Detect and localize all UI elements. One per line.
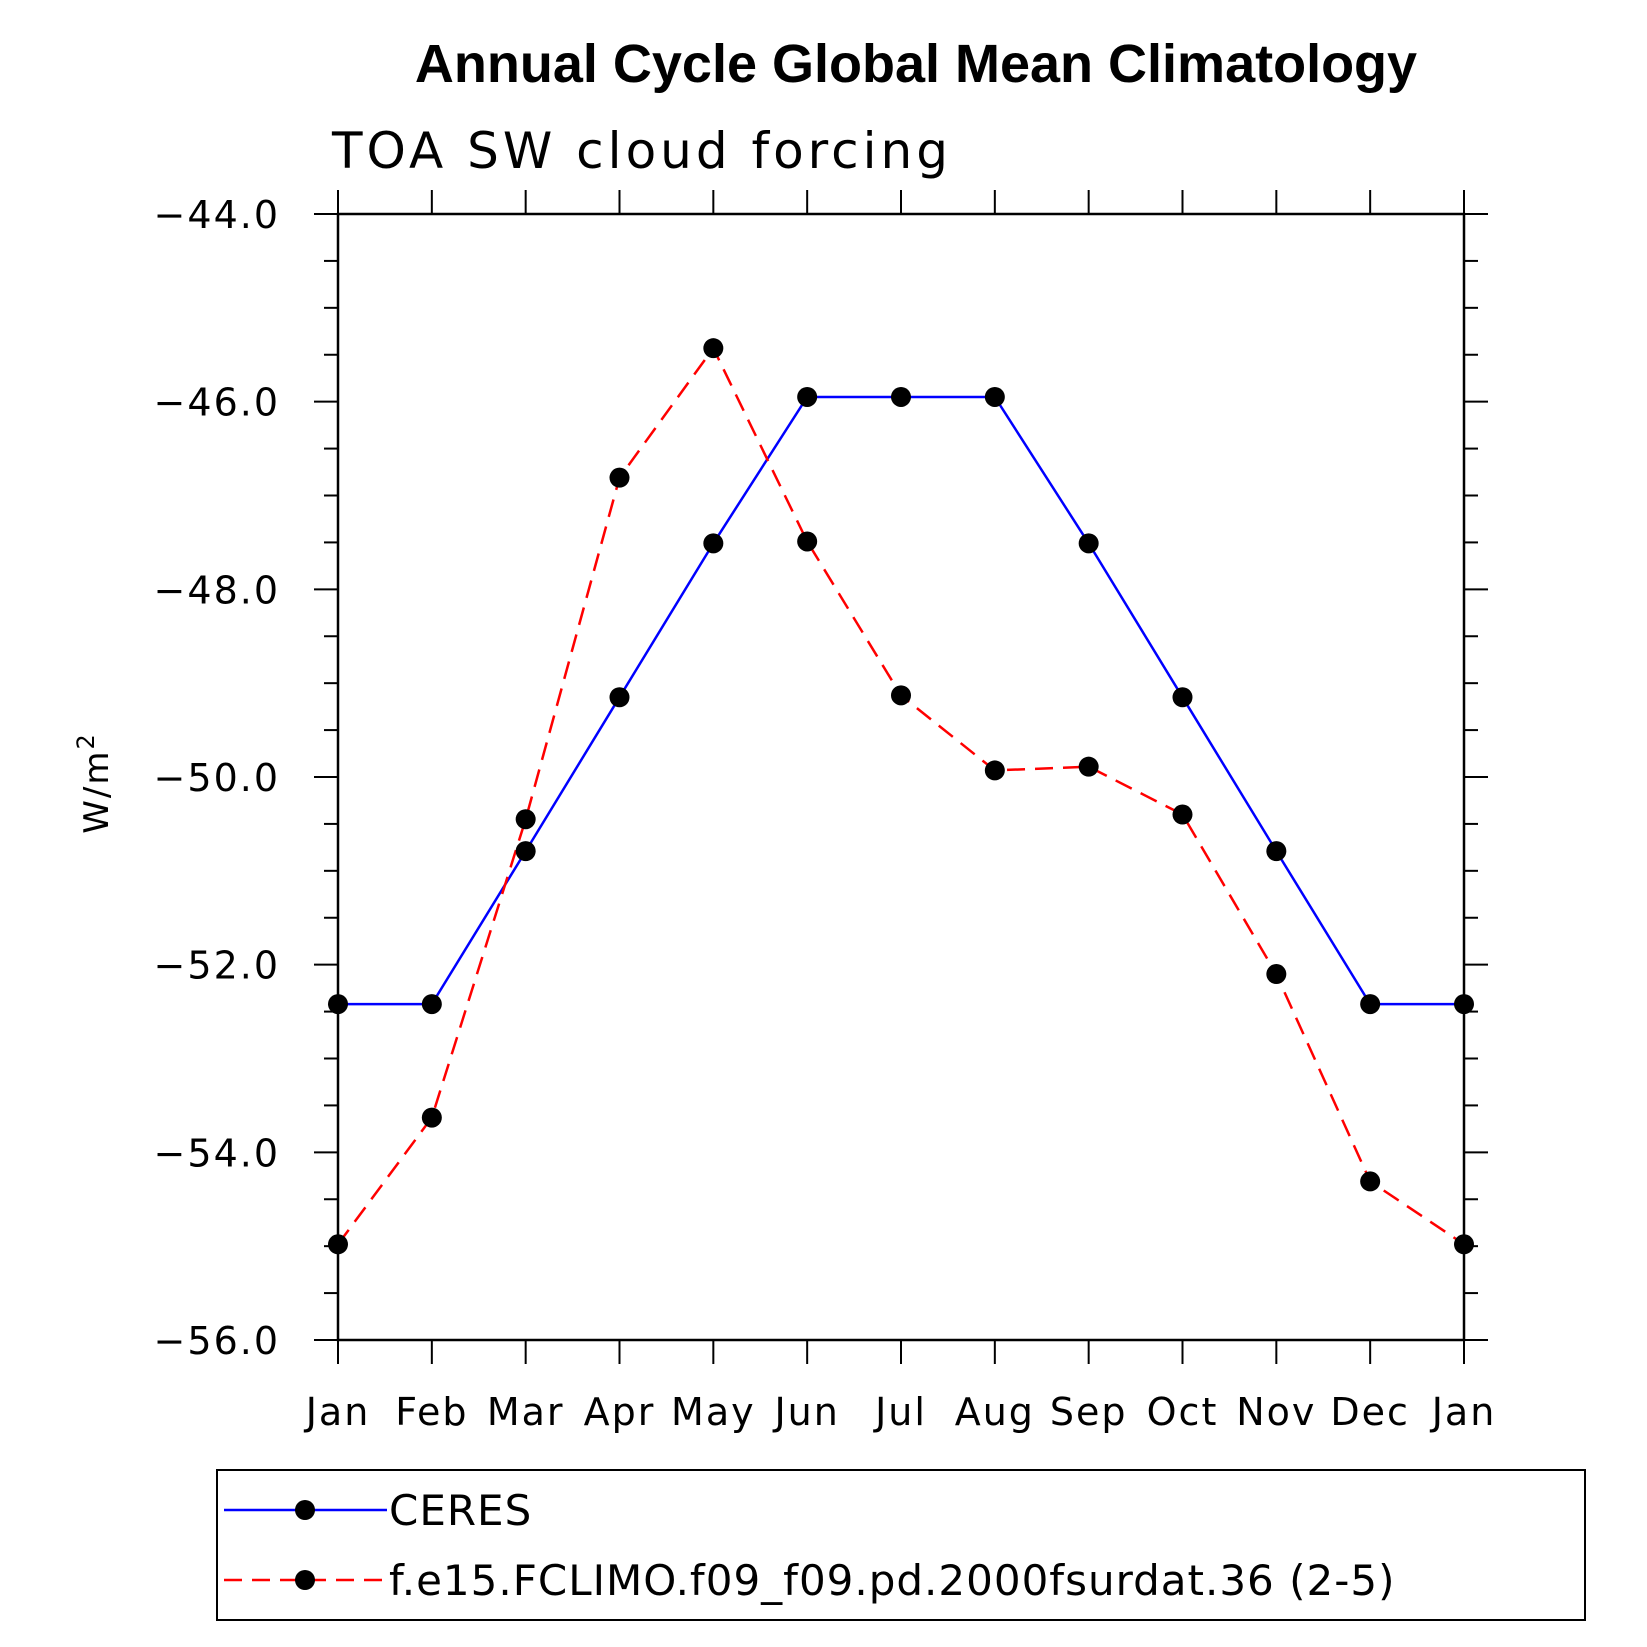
data-point-model (797, 531, 818, 552)
data-point-model (1266, 964, 1287, 985)
x-tick-label: Mar (487, 1390, 565, 1434)
data-point-ceres (1172, 687, 1193, 708)
data-point-model (984, 760, 1005, 781)
x-tick-label: Nov (1236, 1390, 1316, 1434)
legend-marker-ceres (295, 1500, 315, 1520)
y-axis-label-superscript: 2 (72, 732, 100, 749)
legend: CERES f.e15.FCLIMO.f09_f09.pd.2000fsurda… (216, 1469, 1586, 1621)
chart-title: Annual Cycle Global Mean Climatology (415, 34, 1417, 94)
x-tick-labels: Jan Feb Mar Apr May Jun Jul Aug Sep Oct Nov Dec Jan (304, 1390, 1497, 1434)
x-tick-label: Sep (1050, 1390, 1128, 1434)
data-point-ceres (1266, 841, 1287, 862)
x-tick-label: Aug (955, 1390, 1035, 1434)
y-tick-label: −50.0 (154, 756, 280, 800)
data-point-model (891, 685, 911, 706)
x-tick-label: Apr (584, 1390, 656, 1434)
data-point-ceres (1454, 994, 1474, 1015)
y-tick-label: −54.0 (154, 1131, 280, 1175)
data-point-ceres (1078, 533, 1099, 554)
series-layer (328, 338, 1474, 1255)
x-tick-label: Jan (304, 1390, 371, 1434)
x-tick-label: May (671, 1390, 756, 1434)
x-tick-label: Oct (1147, 1390, 1219, 1434)
y-axis-label: W/m2 (72, 732, 117, 833)
x-tick-label: Jun (772, 1390, 839, 1434)
x-tick-label: Jul (873, 1390, 927, 1434)
data-point-model (515, 809, 536, 830)
plot-axes (314, 190, 1488, 1364)
legend-box (216, 1469, 1586, 1621)
data-point-ceres (984, 386, 1005, 407)
data-point-model (1360, 1171, 1381, 1192)
data-point-ceres (891, 386, 911, 407)
y-tick-label: −52.0 (154, 944, 280, 988)
x-tick-label: Feb (395, 1390, 468, 1434)
y-tick-labels: −44.0 −46.0 −48.0 −50.0 −52.0 −54.0 −56.0 (154, 193, 280, 1363)
y-tick-label: −48.0 (154, 568, 280, 612)
plot-frame (336, 212, 1466, 1342)
data-point-model (1454, 1234, 1474, 1255)
x-tick-label: Dec (1330, 1390, 1410, 1434)
svg-text:W/m2: W/m2 (72, 732, 117, 833)
data-point-ceres (328, 994, 348, 1015)
legend-marker-model (295, 1570, 315, 1590)
y-tick-label: −44.0 (154, 193, 280, 237)
y-axis-label-text: W/m (77, 750, 117, 834)
y-tick-label: −56.0 (154, 1319, 280, 1363)
data-point-model (1172, 804, 1193, 825)
data-point-ceres (797, 386, 818, 407)
chart-subtitle: TOA SW cloud forcing (331, 122, 952, 180)
data-point-ceres (609, 687, 630, 708)
x-tick-label: Jan (1430, 1390, 1497, 1434)
legend-label-ceres: CERES (389, 1486, 532, 1535)
data-point-ceres (1360, 994, 1381, 1015)
data-point-ceres (703, 533, 724, 554)
y-tick-label: −46.0 (154, 381, 280, 425)
data-point-ceres (515, 841, 536, 862)
series-line-model (336, 345, 1465, 1246)
data-point-ceres (421, 994, 442, 1015)
data-point-model (703, 338, 724, 359)
data-point-model (609, 467, 630, 488)
data-point-model (1078, 756, 1099, 777)
data-point-model (421, 1107, 442, 1128)
legend-label-model: f.e15.FCLIMO.f09_f09.pd.2000fsurdat.36 (… (389, 1556, 1396, 1605)
data-point-model (328, 1234, 348, 1255)
